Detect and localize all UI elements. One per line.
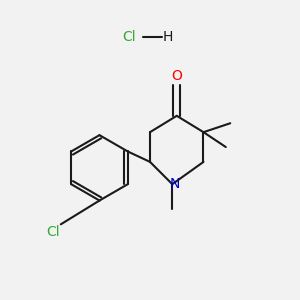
Text: Cl: Cl: [46, 225, 60, 239]
Text: N: N: [170, 177, 181, 191]
Text: O: O: [171, 69, 182, 83]
Text: Cl: Cl: [122, 30, 136, 44]
Text: H: H: [163, 30, 173, 44]
